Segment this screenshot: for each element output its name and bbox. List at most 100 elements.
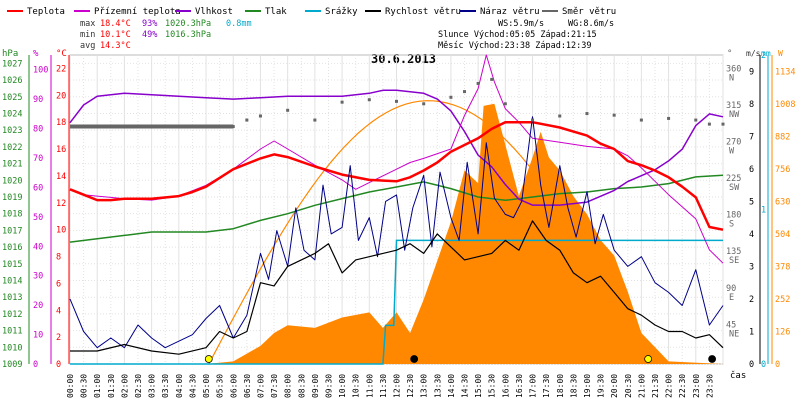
hpa-axis-tick: 1022 xyxy=(2,143,22,153)
chart-title: 30.6.2013 xyxy=(371,52,436,66)
x-tick: 14:30 xyxy=(461,374,470,398)
stats-max-label: max xyxy=(80,19,95,29)
x-tick: 08:00 xyxy=(284,374,293,398)
plot-area xyxy=(69,54,725,365)
stats-min-hum: 49% xyxy=(142,30,157,40)
legend-label: Teplota xyxy=(27,7,65,17)
x-tick: 12:00 xyxy=(393,374,402,398)
x-tick: 18:30 xyxy=(569,374,578,398)
x-axis: 00:00 00:30 01:00 01:30 02:00 02:30 03:00 03:30… xyxy=(66,370,746,398)
pct-axis-tick: 10 xyxy=(33,331,43,341)
series-wind-direction-point xyxy=(367,98,371,102)
x-tick: 17:30 xyxy=(542,374,551,398)
x-tick: 12:30 xyxy=(406,374,415,398)
mm-axis-tick: 0 xyxy=(761,360,766,370)
mm-axis-label: mm xyxy=(761,49,771,58)
series-wind-direction-point xyxy=(231,125,235,129)
stats-avg-label: avg xyxy=(80,41,95,51)
dir-axis-tick: SW xyxy=(729,183,740,193)
x-tick: 02:30 xyxy=(134,374,143,398)
pct-axis-tick: 60 xyxy=(33,183,43,193)
x-tick: 01:00 xyxy=(93,374,102,398)
x-tick: 09:00 xyxy=(311,374,320,398)
marker-sunrise xyxy=(204,355,213,363)
dir-axis-tick: N xyxy=(729,73,734,83)
legend-label: Rychlost větru xyxy=(385,7,461,17)
x-tick: 15:00 xyxy=(474,374,483,398)
x-tick: 00:00 xyxy=(66,374,75,398)
dir-axis-tick: 135 xyxy=(726,247,741,257)
ms-axis-tick: 0 xyxy=(749,360,754,370)
temp-axis-tick: 16 xyxy=(56,145,66,155)
x-tick: 03:30 xyxy=(161,374,170,398)
stats-wg: WG:8.6m/s xyxy=(568,19,614,29)
w-axis-tick: 882 xyxy=(775,132,790,142)
temp-axis-tick: 20 xyxy=(56,91,66,101)
stats-max-hum: 93% xyxy=(142,19,157,29)
series-wind-direction-point xyxy=(558,114,562,118)
stats-moon: Měsíc Východ:23:38 Západ:12:39 xyxy=(438,41,592,51)
w-axis-tick: 756 xyxy=(775,165,790,175)
temp-axis-label: °C xyxy=(56,49,67,59)
stats-min-press: 1016.3hPa xyxy=(165,30,211,40)
w-axis-tick: 630 xyxy=(775,197,790,207)
pct-axis-tick: 80 xyxy=(33,125,43,135)
dir-axis-tick: NW xyxy=(729,110,740,120)
marker-sunset xyxy=(644,355,653,363)
temp-axis-tick: 0 xyxy=(56,360,61,370)
x-tick: 13:30 xyxy=(433,374,442,398)
x-tick: 11:00 xyxy=(365,374,374,398)
hpa-axis-tick: 1015 xyxy=(2,260,22,270)
series-wind-direction-point xyxy=(313,118,317,122)
dir-axis-tick: 225 xyxy=(726,174,741,184)
series-wind-direction-point xyxy=(721,122,725,126)
series-wind-direction-point xyxy=(463,90,467,94)
x-tick: 04:00 xyxy=(175,374,184,398)
hpa-axis-tick: 1016 xyxy=(2,243,22,253)
temp-axis-tick: 4 xyxy=(56,306,61,316)
hpa-axis-tick: 1026 xyxy=(2,76,22,86)
x-tick: 22:00 xyxy=(665,374,674,398)
x-tick: 23:30 xyxy=(705,374,714,398)
hpa-axis-tick: 1010 xyxy=(2,343,22,353)
series-wind-direction-point xyxy=(245,118,249,122)
x-tick: 07:00 xyxy=(256,374,265,398)
temp-axis-tick: 10 xyxy=(56,226,66,236)
x-tick: 01:30 xyxy=(107,374,116,398)
x-tick: 10:00 xyxy=(338,374,347,398)
series-wind-direction-point xyxy=(585,112,589,116)
ms-axis-tick: 3 xyxy=(749,262,754,272)
x-tick: 10:30 xyxy=(352,374,361,398)
ms-axis-tick: 2 xyxy=(749,295,754,305)
x-tick: 06:30 xyxy=(243,374,252,398)
w-axis-tick: 378 xyxy=(775,262,790,272)
legend-label: Směr větru xyxy=(562,7,616,17)
pct-axis-tick: 90 xyxy=(33,95,43,105)
hpa-axis-tick: 1013 xyxy=(2,293,22,303)
series-temperature xyxy=(69,120,724,231)
x-tick: 09:30 xyxy=(324,374,333,398)
series-wind-direction-point xyxy=(503,102,507,106)
stats-sun: Slunce Východ:05:05 Západ:21:15 xyxy=(438,30,597,40)
x-tick: 08:30 xyxy=(297,374,306,398)
pct-axis-tick: 30 xyxy=(33,272,43,282)
pct-axis-tick: 20 xyxy=(33,301,43,311)
hpa-axis-tick: 1019 xyxy=(2,193,22,203)
hpa-axis-tick: 1020 xyxy=(2,176,22,186)
dir-axis-tick: 270 xyxy=(726,137,741,147)
series-wind-direction-point xyxy=(639,118,643,122)
dir-axis-tick: 360 xyxy=(726,64,741,74)
series-wind-direction-point xyxy=(395,99,398,103)
ms-axis-tick: 5 xyxy=(749,197,754,207)
dir-axis-tick: E xyxy=(729,293,734,303)
hpa-axis-tick: 1025 xyxy=(2,93,22,103)
hpa-axis-tick: 1014 xyxy=(2,276,22,286)
dir-axis-tick: S xyxy=(729,220,734,230)
stats-max-rain: 0.8mm xyxy=(226,19,252,29)
ms-axis-tick: 7 xyxy=(749,132,754,142)
x-tick: 07:30 xyxy=(270,374,279,398)
series-wind-direction-point xyxy=(476,81,480,85)
y-axes: hPa1027102610251024102310221021102010191… xyxy=(2,49,795,370)
